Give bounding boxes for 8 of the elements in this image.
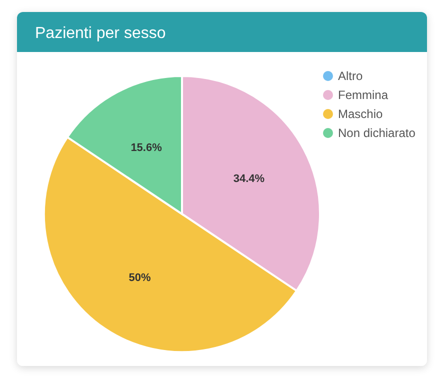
data-label: 50% <box>128 272 151 284</box>
legend-label: Non dichiarato <box>338 126 416 140</box>
chart-title: Pazienti per sesso <box>35 25 166 42</box>
data-label: 34.4% <box>233 173 265 186</box>
legend-label: Altro <box>338 69 363 84</box>
legend-label: Femmina <box>338 88 388 102</box>
legend-label: Maschio <box>338 107 384 122</box>
data-label: 15.6% <box>130 142 162 154</box>
